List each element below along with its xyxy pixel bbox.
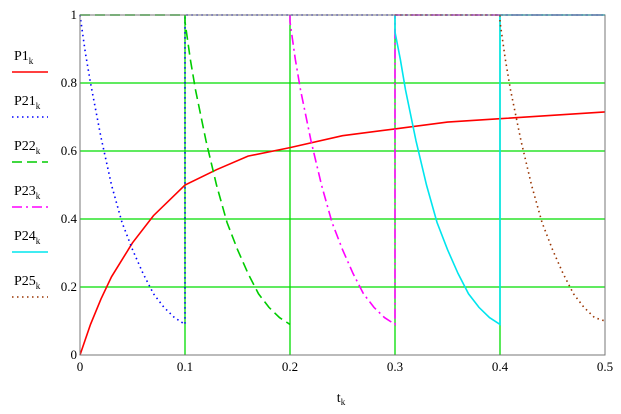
y-axis-ticks: 0 0.2 0.4 0.6 0.8 1 — [61, 7, 78, 362]
legend-label-subscript: k — [36, 146, 41, 156]
y-tick-label: 0.4 — [61, 211, 78, 226]
x-axis-label-main: t — [337, 391, 341, 406]
legend-label-main: P25 — [14, 274, 36, 289]
series-line-p23 — [289, 14, 605, 326]
x-tick-label: 0.2 — [282, 359, 298, 374]
legend-label-main: P22 — [14, 139, 36, 154]
legend-label: P25k — [14, 274, 41, 291]
series-line-p24 — [394, 14, 605, 326]
series-line-p1 — [79, 111, 606, 356]
y-tick-label: 0.6 — [61, 143, 78, 158]
legend-label: P1k — [14, 49, 34, 66]
legend-item-p25: P25k — [12, 274, 48, 298]
x-tick-label: 0.5 — [597, 359, 613, 374]
legend-label-main: P24 — [14, 229, 36, 244]
legend-label-subscript: k — [36, 101, 41, 111]
y-tick-label: 0 — [71, 347, 78, 362]
x-axis-label: tk — [337, 391, 346, 407]
x-tick-label: 0.3 — [387, 359, 403, 374]
x-tick-label: 0 — [77, 359, 84, 374]
legend-item-p1: P1k — [12, 49, 48, 73]
legend-label-subscript: k — [36, 281, 41, 291]
plot-area — [79, 14, 606, 356]
y-tick-label: 0.8 — [61, 75, 77, 90]
legend-label-subscript: k — [36, 191, 41, 201]
x-tick-label: 0.4 — [492, 359, 509, 374]
legend-label-main: P1 — [14, 49, 29, 64]
legend-label-subscript: k — [29, 56, 34, 66]
x-axis-ticks: 0 0.1 0.2 0.3 0.4 0.5 — [77, 359, 613, 374]
legend-label: P21k — [14, 94, 41, 111]
legend-label-main: P23 — [14, 184, 36, 199]
legend-item-p22: P22k — [12, 139, 48, 163]
x-tick-label: 0.1 — [177, 359, 193, 374]
series-line-p22 — [80, 14, 291, 326]
legend-item-p21: P21k — [12, 94, 48, 118]
plot-frame — [79, 14, 606, 356]
legend-item-p24: P24k — [12, 229, 48, 253]
legend-label: P22k — [14, 139, 41, 156]
legend-label-main: P21 — [14, 94, 36, 109]
legend-label: P23k — [14, 184, 41, 201]
y-tick-label: 1 — [71, 7, 78, 22]
series-line-p21 — [79, 14, 605, 326]
legend-item-p23: P23k — [12, 184, 48, 208]
legend-label-subscript: k — [36, 236, 41, 246]
y-tick-label: 0.2 — [61, 279, 77, 294]
legend-label: P24k — [14, 229, 41, 246]
x-axis-label-subscript: k — [341, 397, 346, 407]
